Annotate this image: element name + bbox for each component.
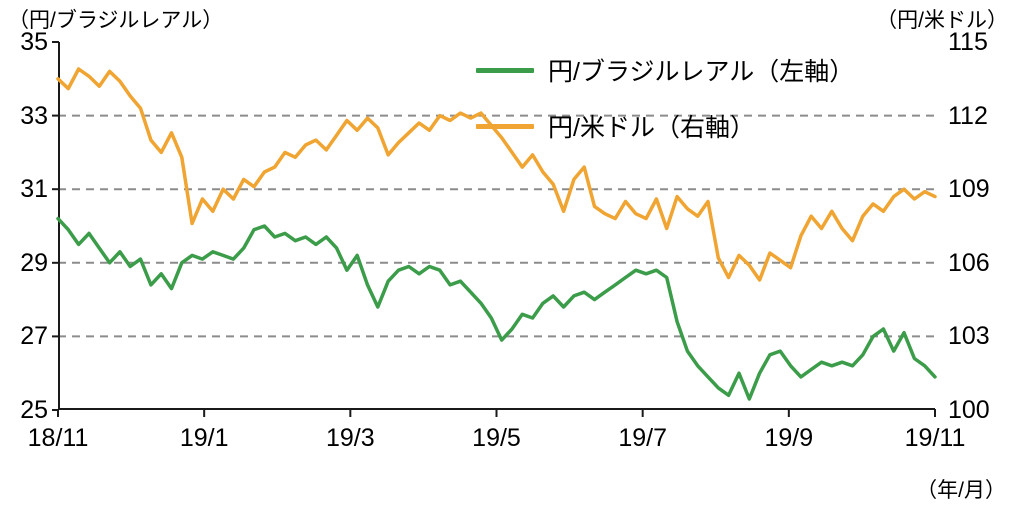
axis-tick-label: 112 bbox=[948, 101, 988, 130]
legend: 円/ブラジルレアル（左軸） 円/米ドル（右軸） bbox=[476, 52, 854, 144]
plot-area bbox=[52, 41, 937, 417]
axis-tick-label: 106 bbox=[948, 248, 990, 277]
axis-tick-label: 19/1 bbox=[179, 424, 229, 452]
axis-tick-label: 100 bbox=[948, 396, 990, 424]
legend-item-usd: 円/米ドル（右軸） bbox=[476, 108, 854, 144]
right-axis-unit-label: （円/米ドル） bbox=[876, 9, 1008, 32]
axis-tick-label: 29 bbox=[20, 248, 48, 277]
axis-tick-label: 103 bbox=[948, 322, 990, 351]
x-axis-unit-label: （年/月） bbox=[916, 479, 1006, 502]
axis-tick-label: 115 bbox=[948, 28, 988, 56]
axis-tick-label: 19/11 bbox=[904, 424, 966, 452]
usd-line-swatch bbox=[476, 123, 534, 129]
axis-tick-label: 31 bbox=[20, 175, 48, 204]
series-line-brl bbox=[56, 216, 937, 401]
axis-tick-label: 35 bbox=[20, 28, 48, 56]
legend-item-brl: 円/ブラジルレアル（左軸） bbox=[476, 52, 854, 88]
axis-tick-label: 19/3 bbox=[325, 424, 375, 452]
series-line-usd bbox=[56, 67, 937, 282]
axis-tick-label: 33 bbox=[20, 101, 48, 130]
axis-tick-label: 19/7 bbox=[618, 424, 667, 452]
axis-tick-label: 109 bbox=[948, 175, 990, 204]
axis-tick-label: 19/9 bbox=[764, 424, 814, 452]
brl-line-swatch bbox=[476, 67, 534, 73]
legend-label-usd: 円/米ドル（右軸） bbox=[548, 114, 755, 142]
axis-tick-label: 25 bbox=[20, 396, 48, 424]
legend-label-brl: 円/ブラジルレアル（左軸） bbox=[548, 58, 855, 86]
axis-tick-label: 19/5 bbox=[472, 424, 521, 452]
left-axis-unit-label: （円/ブラジルレアル） bbox=[8, 9, 224, 32]
axis-tick-label: 27 bbox=[20, 322, 48, 351]
axis-tick-label: 18/11 bbox=[27, 424, 89, 452]
